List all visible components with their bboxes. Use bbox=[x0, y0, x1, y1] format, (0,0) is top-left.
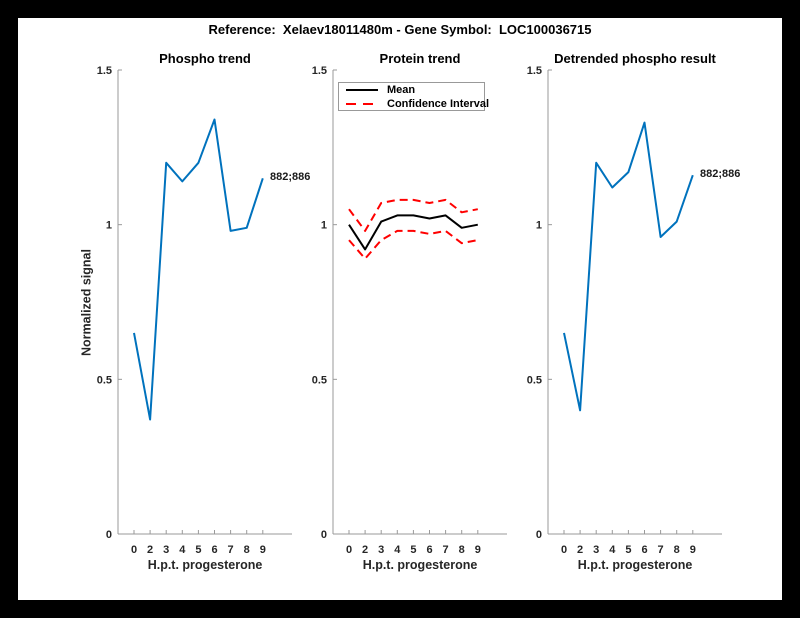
x-axis-label-2: H.p.t. progesterone bbox=[362, 558, 478, 572]
x-tick-label: 5 bbox=[410, 544, 416, 556]
x-tick-label: 2 bbox=[147, 544, 153, 556]
series-line-ci-upper bbox=[348, 198, 478, 232]
x-tick-label: 7 bbox=[443, 544, 449, 556]
x-axis-label-3: H.p.t. progesterone bbox=[577, 558, 693, 572]
x-tick-label: 7 bbox=[658, 544, 664, 556]
series-line-phospho-signal bbox=[133, 118, 264, 421]
legend-label-confidence-interval: Confidence Interval bbox=[387, 98, 490, 110]
x-tick-label: 3 bbox=[593, 544, 599, 556]
x-tick-label: 4 bbox=[394, 544, 401, 556]
datapoint-label-detrended: 882;886 bbox=[700, 168, 741, 180]
x-tick-label: 5 bbox=[195, 544, 201, 556]
datapoint-label-phospho: 882;886 bbox=[270, 171, 311, 183]
legend-item-mean: Mean bbox=[339, 83, 484, 97]
legend-label-mean: Mean bbox=[387, 84, 416, 96]
x-tick-label: 9 bbox=[260, 544, 266, 556]
x-tick-label: 5 bbox=[625, 544, 631, 556]
y-tick-label: 1 bbox=[106, 220, 112, 232]
x-tick-label: 6 bbox=[641, 544, 647, 556]
y-tick-label: 1 bbox=[536, 220, 542, 232]
x-tick-label: 3 bbox=[378, 544, 384, 556]
legend-box: Mean Confidence Interval bbox=[338, 82, 489, 111]
x-tick-label: 7 bbox=[228, 544, 234, 556]
y-tick-label: 0 bbox=[106, 529, 112, 541]
series-line-ci-lower bbox=[348, 229, 478, 260]
y-tick-label: 0 bbox=[536, 529, 542, 541]
x-tick-label: 6 bbox=[211, 544, 217, 556]
y-tick-label: 1.5 bbox=[527, 65, 542, 77]
y-axis-label: Normalized signal bbox=[79, 249, 94, 356]
x-tick-label: 4 bbox=[179, 544, 186, 556]
y-tick-label: 0.5 bbox=[527, 374, 542, 386]
x-tick-label: 3 bbox=[163, 544, 169, 556]
x-axis-label-1: H.p.t. progesterone bbox=[147, 558, 263, 572]
legend-item-confidence-interval: Confidence Interval bbox=[339, 97, 489, 111]
figure-title: Reference: Xelaev18011480m - Gene Symbol… bbox=[208, 22, 592, 37]
x-tick-label: 2 bbox=[362, 544, 368, 556]
ci-line-sample-icon bbox=[346, 103, 378, 105]
x-tick-label: 4 bbox=[609, 544, 616, 556]
y-tick-label: 0.5 bbox=[312, 374, 327, 386]
series-line-detrended-phospho-signal bbox=[563, 121, 694, 412]
y-tick-label: 0 bbox=[321, 529, 327, 541]
x-tick-label: 8 bbox=[674, 544, 680, 556]
chart-canvas: 0 2 3 4 5 6 7 8 900.511.50 2 3 4 5 6 7 8 900.511.50 2 3 4 5 6… bbox=[97, 65, 722, 556]
y-tick-label: 1.5 bbox=[312, 65, 327, 77]
x-tick-label: 0 bbox=[131, 544, 137, 556]
subplot-title-detrended-result: Detrended phospho result bbox=[554, 51, 716, 66]
x-tick-label: 2 bbox=[577, 544, 583, 556]
mean-line-sample-icon bbox=[346, 89, 378, 91]
x-tick-label: 9 bbox=[690, 544, 696, 556]
x-tick-label: 8 bbox=[244, 544, 250, 556]
x-tick-label: 8 bbox=[459, 544, 465, 556]
y-tick-label: 1.5 bbox=[97, 65, 112, 77]
y-tick-label: 0.5 bbox=[97, 374, 112, 386]
x-tick-label: 9 bbox=[475, 544, 481, 556]
y-tick-label: 1 bbox=[321, 220, 327, 232]
subplot-title-protein-trend: Protein trend bbox=[379, 51, 461, 66]
series-line-mean bbox=[348, 214, 478, 251]
x-tick-label: 0 bbox=[346, 544, 352, 556]
x-tick-label: 6 bbox=[426, 544, 432, 556]
x-tick-label: 0 bbox=[561, 544, 567, 556]
subplot-title-phospho-trend: Phospho trend bbox=[159, 51, 251, 66]
figure-paper: 0 2 3 4 5 6 7 8 9 0 0.5 1 1.5 0 2 3 4 5 6 7 8 9 0 0.5 1 1.5 0 2 3 4 5 6… bbox=[18, 18, 782, 600]
